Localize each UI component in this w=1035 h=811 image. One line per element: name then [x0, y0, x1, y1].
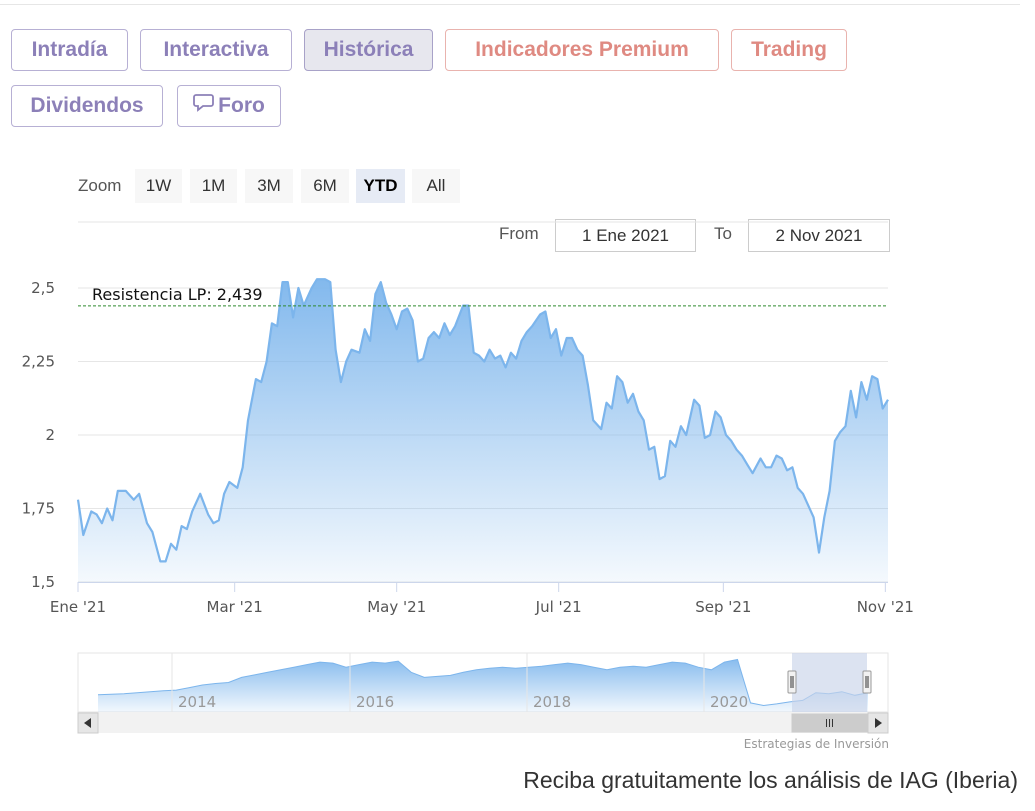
- tab-trading[interactable]: Trading: [731, 29, 847, 71]
- tab-label: Histórica: [323, 38, 414, 61]
- y-tick-label: 2,5: [31, 279, 55, 297]
- resistance-label: Resistencia LP: 2,439: [92, 285, 263, 304]
- y-tick-label: 2: [45, 426, 55, 444]
- y-tick-label: 2,25: [22, 353, 55, 371]
- x-tick-label: Nov '21: [857, 598, 914, 616]
- tab-label: Intradía: [31, 38, 108, 61]
- navigator-year-label: 2020: [710, 693, 748, 711]
- zoom-label: Zoom: [78, 176, 122, 195]
- zoom-button-3m[interactable]: 3M: [245, 169, 293, 203]
- x-tick-label: May '21: [367, 598, 426, 616]
- speech-bubble-icon: [193, 86, 215, 126]
- chevron-right-icon: [875, 718, 882, 728]
- zoom-button-1w[interactable]: 1W: [135, 169, 182, 203]
- tab-label: Foro: [218, 94, 265, 117]
- x-tick-label: Ene '21: [50, 598, 106, 616]
- tab-dividendos[interactable]: Dividendos: [11, 85, 163, 127]
- tab-intradia[interactable]: Intradía: [11, 29, 128, 71]
- tab-label: Indicadores Premium: [475, 38, 689, 61]
- cta-link[interactable]: Reciba gratuitamente los análisis de IAG…: [523, 767, 1018, 793]
- tab-label: Dividendos: [30, 94, 144, 117]
- x-tick-label: Sep '21: [695, 598, 751, 616]
- series-line: [76, 278, 889, 563]
- navigator-line: [97, 658, 869, 707]
- y-tick-label: 1,5: [31, 573, 55, 591]
- x-tick-label: Mar '21: [207, 598, 263, 616]
- tab-label: Trading: [751, 38, 827, 61]
- chart-annotations: Resistencia LP: 2,439: [78, 285, 888, 307]
- top-divider: [0, 4, 1020, 5]
- tab-label: Interactiva: [163, 38, 269, 61]
- from-label: From: [499, 224, 539, 243]
- to-label: To: [714, 224, 732, 243]
- navigator-area: [98, 659, 868, 712]
- zoom-button-1m[interactable]: 1M: [190, 169, 237, 203]
- navigator-selection-mask: [792, 653, 867, 712]
- tab-historica[interactable]: Histórica: [304, 29, 433, 71]
- tab-foro[interactable]: Foro: [177, 85, 281, 127]
- chart-axes: 1,5 1,75 2 2,25 2,5 Ene '21 Mar '21 May '21 Jul …: [22, 279, 914, 616]
- tab-indicadores-premium[interactable]: Indicadores Premium: [445, 29, 719, 71]
- to-date-input[interactable]: 2 Nov 2021: [748, 219, 890, 252]
- scrollbar-track[interactable]: [78, 713, 888, 733]
- chart-navigator[interactable]: 2014 2016 2018 2020: [77, 652, 889, 734]
- navigator-year-label: 2014: [178, 693, 216, 711]
- from-date-input[interactable]: 1 Ene 2021: [555, 219, 696, 252]
- navigator-handle[interactable]: [787, 670, 797, 694]
- chevron-left-icon: [84, 718, 91, 728]
- navigator-handle[interactable]: [862, 670, 872, 694]
- navigator-year-label: 2018: [533, 693, 571, 711]
- tab-interactiva[interactable]: Interactiva: [140, 29, 292, 71]
- y-tick-label: 1,75: [22, 500, 55, 518]
- series-area: [78, 279, 888, 582]
- chart-credits[interactable]: Estrategias de Inversión: [743, 737, 889, 751]
- zoom-button-all[interactable]: All: [412, 169, 460, 203]
- zoom-button-6m[interactable]: 6M: [301, 169, 349, 203]
- zoom-button-ytd[interactable]: YTD: [356, 169, 405, 203]
- chart-series: [76, 278, 889, 582]
- x-tick-label: Jul '21: [535, 598, 582, 616]
- navigator-year-label: 2016: [356, 693, 394, 711]
